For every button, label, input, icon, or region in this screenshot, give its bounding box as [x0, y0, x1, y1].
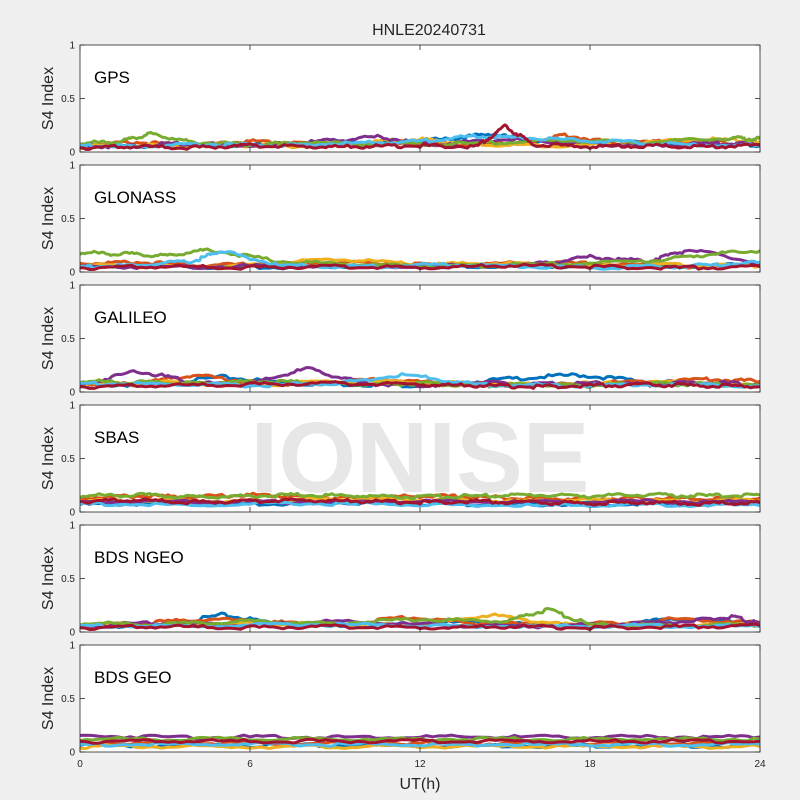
y-tick-label: 0 [69, 148, 75, 159]
y-tick-label: 0.5 [61, 454, 75, 465]
y-tick-label: 0.5 [61, 334, 75, 345]
panel-5: 0 0.5 1 0 6 12 18 24 S4 Index BDS GEO UT(h) [40, 641, 766, 794]
y-axis-label: S4 Index [40, 67, 57, 130]
panel-2: 0 0.5 1 S4 Index GALILEO [40, 281, 761, 399]
y-tick-label: 0 [69, 748, 75, 759]
y-tick-label: 0 [69, 628, 75, 639]
series-line-6 [80, 497, 760, 507]
series-line-6 [80, 380, 760, 390]
series-group [80, 247, 760, 271]
x-axis-label: UT(h) [400, 776, 441, 793]
y-tick-label: 0 [69, 508, 75, 519]
y-tick-label: 0 [69, 268, 75, 279]
panels: 0 0.5 1 S4 Index GPS 0 0.5 1 S4 Index GLONASS 0 0.5… [40, 41, 766, 794]
watermark: IONISE [251, 402, 590, 514]
y-tick-label: 1 [69, 521, 75, 532]
series-group [80, 491, 760, 509]
series-line-6 [80, 737, 760, 745]
series-group [80, 733, 760, 750]
y-tick-label: 1 [69, 161, 75, 172]
x-tick-label: 24 [754, 759, 766, 770]
series-line-4 [80, 491, 760, 501]
y-axis-label: S4 Index [40, 427, 57, 490]
axes-background [80, 165, 760, 272]
x-tick-label: 0 [77, 759, 83, 770]
series-line-3 [80, 498, 760, 506]
series-line-5 [80, 133, 760, 149]
panel-label: GALILEO [94, 308, 167, 327]
series-line-6 [80, 123, 760, 151]
y-tick-label: 0.5 [61, 574, 75, 585]
y-tick-label: 0 [69, 388, 75, 399]
panel-label: SBAS [94, 428, 139, 447]
axes-background [80, 525, 760, 632]
y-tick-label: 0.5 [61, 214, 75, 225]
panel-label: BDS NGEO [94, 548, 184, 567]
panel-label: GLONASS [94, 188, 176, 207]
panel-0: 0 0.5 1 S4 Index GPS [40, 41, 761, 159]
panel-label: BDS GEO [94, 668, 171, 687]
y-tick-label: 0.5 [61, 694, 75, 705]
panel-1: 0 0.5 1 S4 Index GLONASS [40, 161, 761, 279]
panel-3: 0 0.5 1 S4 Index SBAS [40, 401, 761, 519]
y-axis-label: S4 Index [40, 307, 57, 370]
y-axis-label: S4 Index [40, 547, 57, 610]
y-axis-label: S4 Index [40, 667, 57, 730]
axes-background [80, 45, 760, 152]
y-tick-label: 1 [69, 281, 75, 292]
series-group [80, 366, 760, 390]
panel-label: GPS [94, 68, 130, 87]
x-tick-label: 6 [247, 759, 253, 770]
y-tick-label: 1 [69, 401, 75, 412]
series-line-5 [80, 250, 760, 271]
panel-4: 0 0.5 1 S4 Index BDS NGEO [40, 521, 761, 639]
series-group [80, 123, 760, 151]
x-tick-label: 12 [414, 759, 426, 770]
y-tick-label: 0.5 [61, 94, 75, 105]
y-tick-label: 1 [69, 641, 75, 652]
figure-title: HNLE20240731 [372, 22, 486, 39]
y-axis-label: S4 Index [40, 187, 57, 250]
y-tick-label: 1 [69, 41, 75, 52]
x-tick-label: 18 [584, 759, 596, 770]
